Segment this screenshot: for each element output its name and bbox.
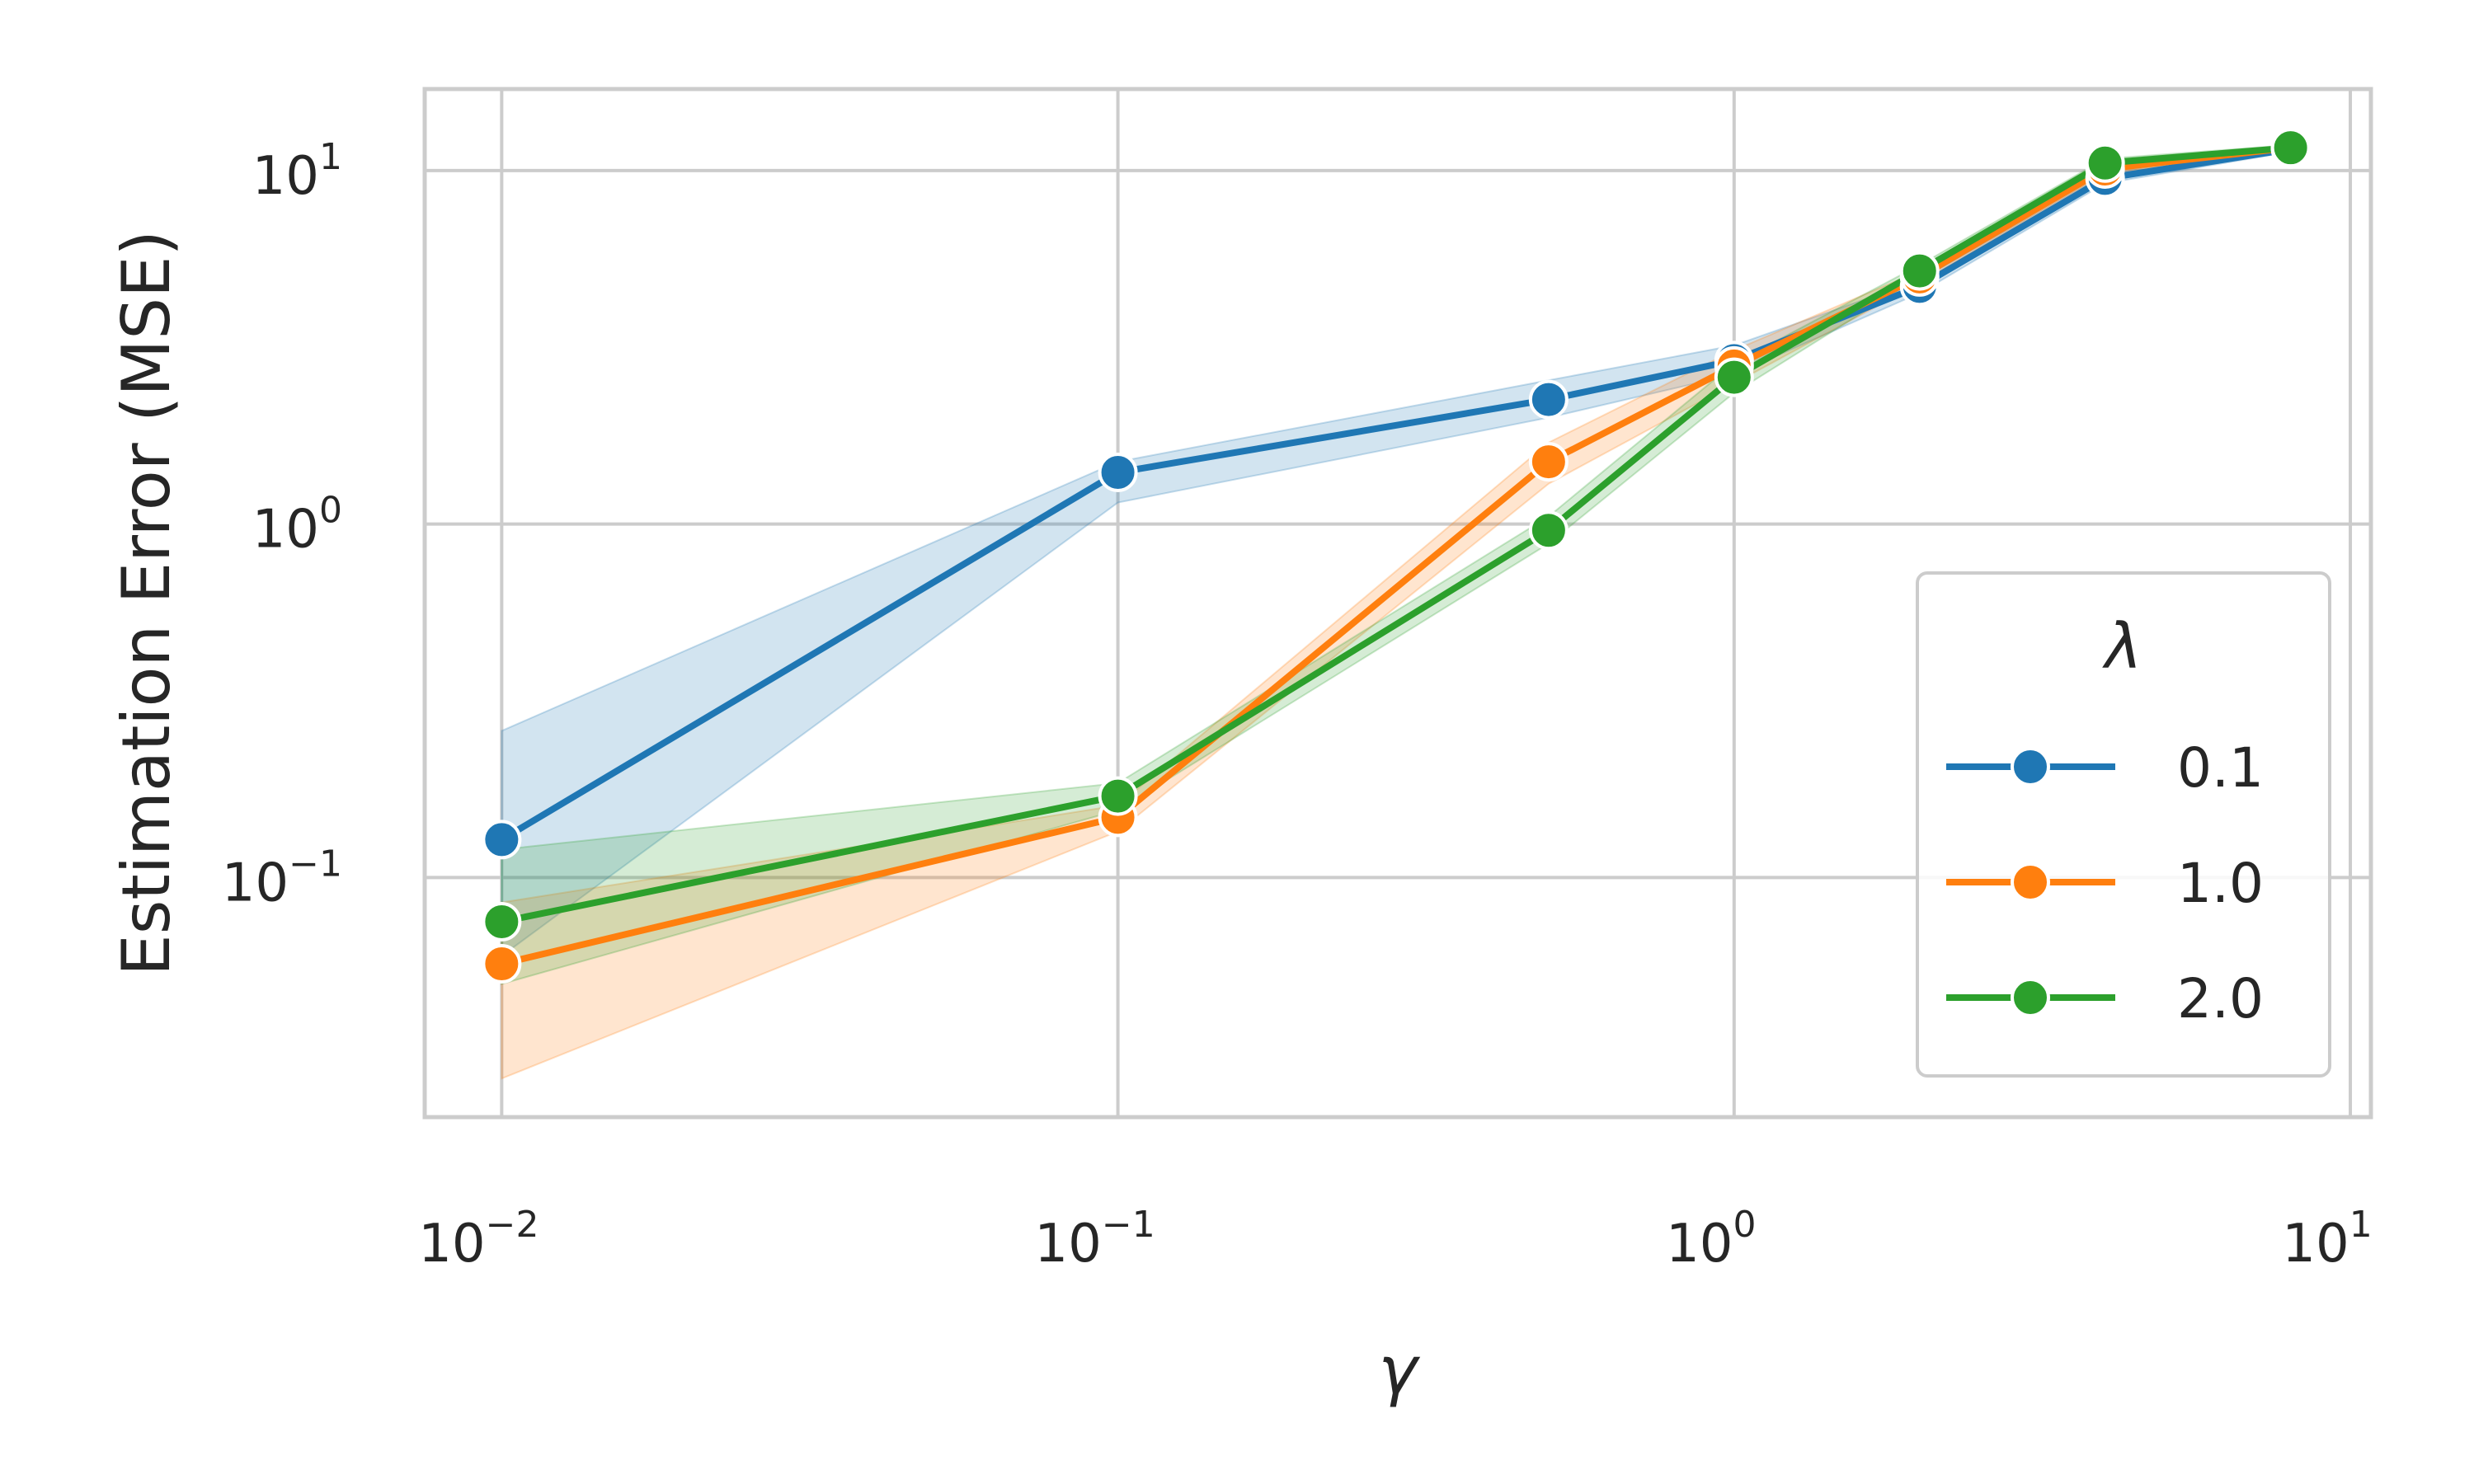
point-series-0-0	[482, 819, 522, 860]
legend: λ 0.1 1.0 2.0	[1916, 571, 2331, 1078]
y-tick-label-0: 10−1	[222, 843, 342, 913]
point-series-2-3	[1714, 357, 1754, 397]
legend-marker-2	[2011, 978, 2050, 1017]
y-tick-label-1: 100	[252, 490, 342, 561]
legend-items: 0.1 1.0 2.0	[1946, 736, 2264, 1031]
point-series-0-2	[1528, 379, 1569, 420]
legend-label-0: 0.1	[2177, 736, 2264, 800]
series-points	[482, 128, 2311, 984]
legend-title: λ	[2102, 609, 2142, 683]
point-series-2-2	[1528, 510, 1569, 551]
x-tick-label-3: 101	[2282, 1204, 2372, 1275]
point-series-2-5	[2085, 143, 2125, 183]
point-series-1-0	[482, 944, 522, 984]
legend-box	[1916, 571, 2331, 1078]
y-axis-label: Estimation Error (MSE)	[108, 230, 185, 976]
point-series-2-6	[2270, 128, 2311, 168]
x-tick-label-0: 10−2	[418, 1204, 539, 1275]
point-series-1-2	[1528, 442, 1569, 482]
x-tick-label-1: 10−1	[1034, 1204, 1155, 1275]
y-tick-label-2: 101	[252, 136, 342, 207]
x-tick-label-2: 100	[1666, 1204, 1756, 1275]
point-series-2-4	[1899, 251, 1940, 291]
x-tick-labels: 10−2 10−1 100 101	[418, 1204, 2373, 1275]
legend-marker-0	[2011, 747, 2050, 787]
point-series-0-1	[1098, 452, 1138, 492]
x-axis-label: γ	[1378, 1332, 1420, 1409]
point-series-2-0	[482, 901, 522, 942]
legend-label-1: 1.0	[2177, 852, 2264, 915]
grid-lines	[425, 89, 2371, 1117]
plot-frame	[422, 87, 2373, 1120]
y-tick-labels: 10−1 100 101	[222, 136, 342, 914]
legend-marker-1	[2011, 862, 2050, 902]
legend-label-2: 2.0	[2177, 967, 2264, 1031]
point-series-2-1	[1098, 776, 1138, 816]
